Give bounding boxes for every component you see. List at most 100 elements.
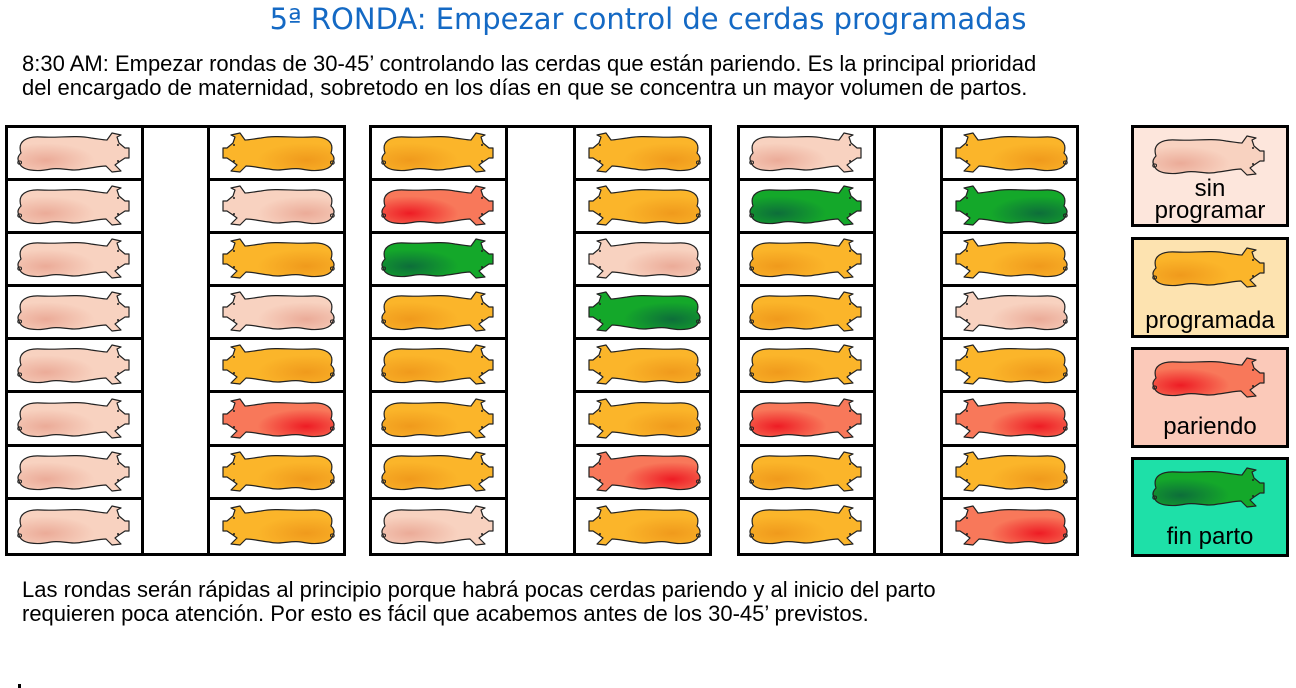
pig-icon-sin: [213, 184, 341, 228]
pen-cell: [576, 287, 709, 341]
legend-label-line-1: programada: [1145, 307, 1275, 334]
pen-column-left: [740, 128, 876, 553]
pig-icon-pariendo: [213, 397, 341, 441]
pen-cell: [740, 287, 873, 341]
pen-cell: [210, 500, 343, 553]
pen-cell: [372, 181, 505, 235]
pig-icon-prog: [579, 131, 707, 175]
pig-icon-prog: [743, 343, 871, 387]
pen-cell: [372, 500, 505, 553]
legend-label: fin parto: [1134, 523, 1286, 550]
pen-cell: [8, 287, 141, 341]
pig-icon-prog: [579, 504, 707, 548]
pen-cell: [943, 393, 1076, 447]
pig-icon-prog: [579, 184, 707, 228]
outro-line-1: Las rondas serán rápidas al principio po…: [22, 577, 936, 602]
pig-icon-prog: [946, 343, 1074, 387]
pen-column-right: [573, 128, 709, 553]
pen-column-right: [207, 128, 343, 553]
stray-mark: [18, 684, 21, 688]
pig-icon-fin: [743, 184, 871, 228]
legend-sin-programar: sin programar: [1131, 125, 1289, 227]
pen-cell: [943, 181, 1076, 235]
pen-cell: [576, 340, 709, 394]
pig-icon-sin: [11, 343, 139, 387]
pen-cell: [8, 500, 141, 553]
pen-cell: [943, 234, 1076, 288]
pen-cell: [740, 447, 873, 500]
pen-cell: [8, 181, 141, 235]
pen-block-2: [369, 125, 712, 556]
pen-cell: [210, 287, 343, 341]
pen-cell: [943, 447, 1076, 500]
pig-icon-fin: [946, 184, 1074, 228]
pig-icon-prog: [579, 397, 707, 441]
outro-text: Las rondas serán rápidas al principio po…: [22, 578, 936, 626]
legend-label-line-1: fin parto: [1166, 523, 1254, 550]
pig-icon-sin: [375, 504, 503, 548]
pig-icon-prog: [375, 397, 503, 441]
pen-cell: [372, 128, 505, 182]
pen-cell: [8, 234, 141, 288]
pig-icon-prog: [375, 290, 503, 334]
pig-icon-prog: [743, 504, 871, 548]
pen-cell: [740, 500, 873, 553]
pen-block-3: [737, 125, 1079, 556]
pen-cell: [210, 340, 343, 394]
pen-cell: [740, 128, 873, 182]
pig-icon-prog: [213, 343, 341, 387]
pig-icon-pariendo: [579, 450, 707, 494]
pen-cell: [576, 447, 709, 500]
legend-label-line-1: pariendo: [1163, 413, 1257, 440]
pen-column-left: [372, 128, 508, 553]
pen-cell: [8, 447, 141, 500]
legend-programada: programada: [1131, 237, 1289, 338]
pen-cell: [943, 340, 1076, 394]
pen-cell: [210, 393, 343, 447]
legend-label-line-2: programar: [1154, 197, 1266, 224]
pig-icon-sin: [11, 290, 139, 334]
pig-icon: [1134, 246, 1286, 290]
intro-line-1: 8:30 AM: Empezar rondas de 30-45’ contro…: [22, 51, 1037, 76]
pig-icon-sin: [11, 237, 139, 281]
pig-icon-prog: [743, 237, 871, 281]
pig-icon-prog: [743, 450, 871, 494]
pen-cell: [740, 393, 873, 447]
pig-icon-sin: [743, 131, 871, 175]
pen-cell: [576, 234, 709, 288]
pig-icon-sin: [11, 450, 139, 494]
pig-icon-prog: [743, 290, 871, 334]
pig-icon-sin: [11, 131, 139, 175]
pen-cell: [210, 128, 343, 182]
pen-cell: [943, 287, 1076, 341]
pig-icon-sin: [579, 237, 707, 281]
pen-cell: [576, 393, 709, 447]
legend-pariendo: pariendo: [1131, 347, 1289, 448]
pig-icon-sin: [946, 290, 1074, 334]
pen-cell: [943, 128, 1076, 182]
pen-cell: [740, 234, 873, 288]
pig-icon-pariendo: [946, 397, 1074, 441]
pen-cell: [372, 393, 505, 447]
pig-icon-prog: [946, 237, 1074, 281]
page-title: 5ª RONDA: Empezar control de cerdas prog…: [269, 2, 1027, 36]
pen-cell: [576, 128, 709, 182]
legend-label: programada: [1134, 307, 1286, 334]
pen-cell: [372, 234, 505, 288]
pig-icon-pariendo: [375, 184, 503, 228]
pig-icon-fin: [375, 237, 503, 281]
intro-line-2: del encargado de maternidad, sobretodo e…: [22, 75, 1028, 100]
pig-icon: [1134, 356, 1286, 400]
pig-icon-prog: [375, 131, 503, 175]
pen-cell: [372, 447, 505, 500]
pig-icon-sin: [213, 290, 341, 334]
pen-cell: [576, 181, 709, 235]
pen-block-1: [5, 125, 346, 556]
pig-icon-prog: [375, 343, 503, 387]
legend-label-line-1: sin: [1194, 175, 1226, 202]
pen-cell: [740, 340, 873, 394]
pen-cell: [8, 128, 141, 182]
pen-cell: [372, 287, 505, 341]
pen-cell: [8, 393, 141, 447]
legend-fin-parto: fin parto: [1131, 457, 1289, 557]
